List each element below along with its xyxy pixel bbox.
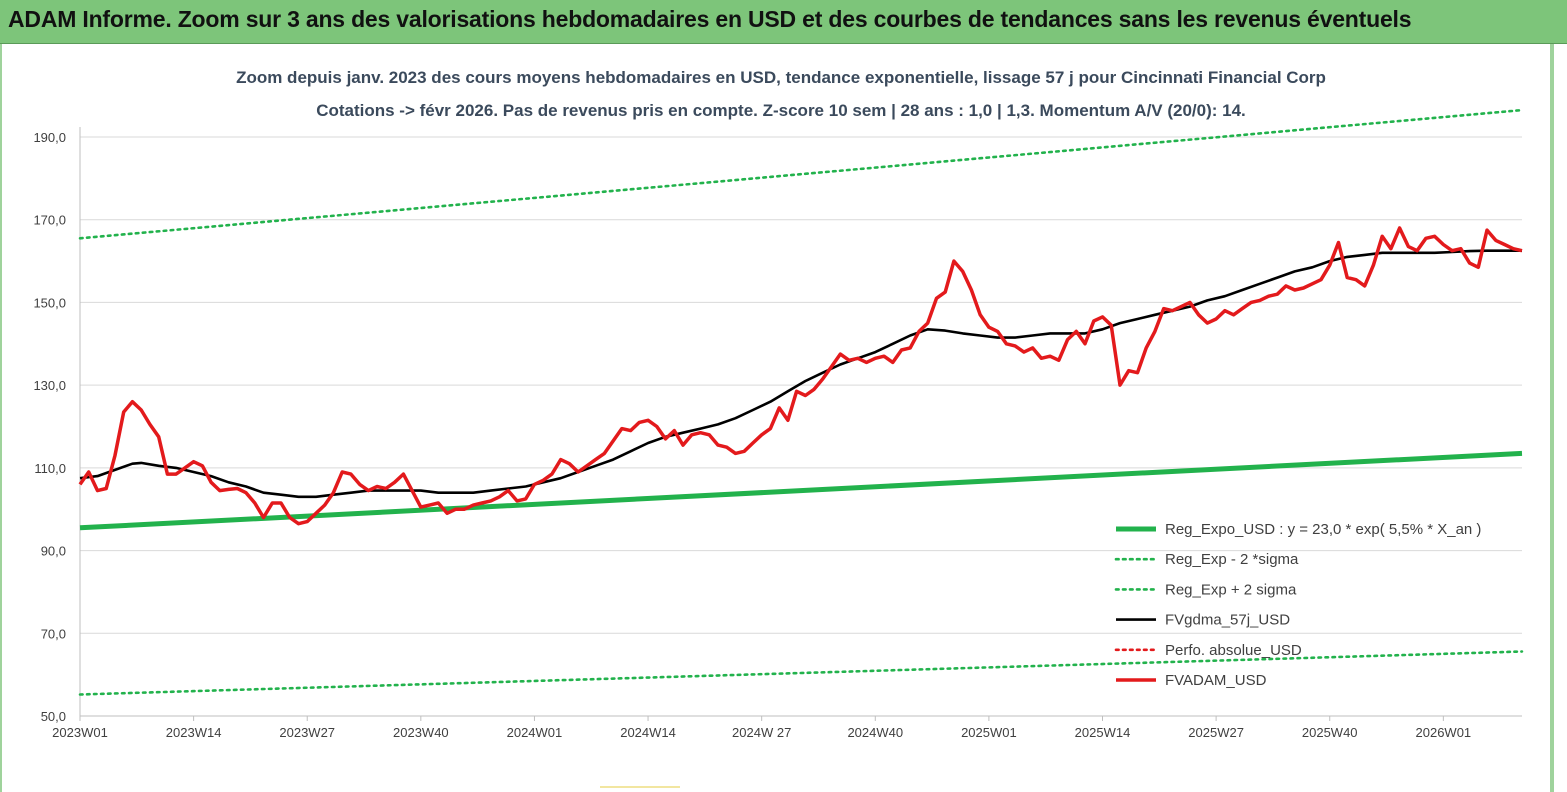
legend-label: Reg_Exp + 2 sigma (1165, 581, 1297, 598)
series-line-reg-expo-usd (79, 450, 1523, 531)
y-tick-label: 90,0 (41, 544, 66, 559)
frame-bottom-accent (600, 786, 680, 788)
grid-lines (80, 136, 1522, 717)
report-title: ADAM Informe. Zoom sur 3 ans des valoris… (8, 6, 1412, 32)
y-tick-label: 190,0 (33, 130, 66, 145)
series-line-reg-exp-2-sigma (78, 650, 1524, 696)
legend-label: FVADAM_USD (1165, 672, 1267, 689)
trend-chart: Zoom depuis janv. 2023 des cours moyens … (33, 68, 1524, 740)
x-tick-label: 2023W40 (393, 725, 449, 740)
x-tick-label: 2024W14 (620, 725, 676, 740)
x-tick-label: 2025W40 (1302, 725, 1358, 740)
chart-title-line-1: Zoom depuis janv. 2023 des cours moyens … (236, 68, 1326, 87)
x-tick-label: 2024W40 (847, 725, 903, 740)
y-tick-label: 50,0 (41, 709, 66, 724)
frame-left-border (0, 44, 2, 792)
legend-label: Perfo. absolue_USD (1165, 642, 1302, 659)
series-layer (78, 108, 1524, 696)
y-tick-label: 110,0 (34, 461, 66, 476)
report-header: ADAM Informe. Zoom sur 3 ans des valoris… (0, 0, 1567, 44)
y-axis: 50,0 70,0 90,0 110,0 130,0 150,0 170,0 190,0 (33, 127, 81, 724)
x-tick-label: 2026W01 (1416, 725, 1472, 740)
x-tick-label: 2023W27 (279, 725, 335, 740)
legend-label: FVgdma_57j_USD (1165, 612, 1290, 629)
x-tick-label: 2025W01 (961, 725, 1017, 740)
legend: Reg_Expo_USD : y = 23,0 * exp( 5,5% * X_… (1114, 521, 1481, 689)
y-tick-label: 130,0 (33, 378, 66, 393)
legend-label: Reg_Expo_USD : y = 23,0 * exp( 5,5% * X_… (1165, 521, 1481, 538)
x-tick-label: 2023W01 (52, 725, 108, 740)
x-tick-label: 2025W27 (1188, 725, 1244, 740)
x-tick-label: 2023W14 (166, 725, 222, 740)
x-tick-label: 2024W 27 (732, 725, 791, 740)
series-line-reg-exp-2-sigma (78, 108, 1524, 240)
series-line-fvgdma-57j-usd (79, 249, 1522, 499)
series-line-fvadam-usd (78, 226, 1523, 526)
x-tick-label: 2025W14 (1075, 725, 1131, 740)
y-tick-label: 150,0 (33, 295, 66, 310)
frame-right-border (1550, 44, 1554, 792)
x-axis: 2023W01 2023W14 2023W27 2023W40 2024W01 2024W… (52, 715, 1522, 740)
chart-title-line-2: Cotations -> févr 2026. Pas de revenus p… (316, 101, 1246, 120)
y-tick-label: 170,0 (33, 213, 66, 228)
y-tick-label: 70,0 (41, 626, 66, 641)
legend-label: Reg_Exp - 2 *sigma (1165, 551, 1299, 568)
x-tick-label: 2024W01 (507, 725, 563, 740)
